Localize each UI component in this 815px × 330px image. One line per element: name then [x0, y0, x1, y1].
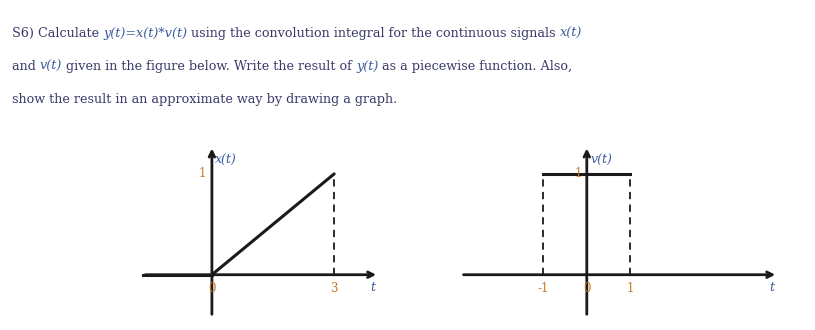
- Text: v(t): v(t): [590, 154, 612, 167]
- Text: 1: 1: [575, 167, 582, 181]
- Text: x(t): x(t): [215, 154, 237, 167]
- Text: t: t: [769, 281, 774, 294]
- Text: 0: 0: [208, 282, 216, 295]
- Text: and: and: [12, 60, 40, 73]
- Text: t: t: [370, 281, 376, 294]
- Text: y(t): y(t): [356, 60, 378, 73]
- Text: using the convolution integral for the continuous signals: using the convolution integral for the c…: [187, 27, 560, 40]
- Text: given in the figure below. Write the result of: given in the figure below. Write the res…: [62, 60, 356, 73]
- Text: 1: 1: [198, 167, 205, 181]
- Text: y(t)=x(t)*v(t): y(t)=x(t)*v(t): [104, 27, 187, 40]
- Text: x(t): x(t): [560, 27, 582, 40]
- Text: S6): S6): [12, 27, 38, 40]
- Text: as a piecewise function. Also,: as a piecewise function. Also,: [378, 60, 573, 73]
- Text: 1: 1: [627, 282, 634, 295]
- Text: show the result in an approximate way by drawing a graph.: show the result in an approximate way by…: [12, 93, 397, 106]
- Text: Calculate: Calculate: [38, 27, 104, 40]
- Text: 3: 3: [330, 282, 338, 295]
- Text: v(t): v(t): [40, 60, 62, 73]
- Text: 0: 0: [583, 282, 591, 295]
- Text: -1: -1: [538, 282, 549, 295]
